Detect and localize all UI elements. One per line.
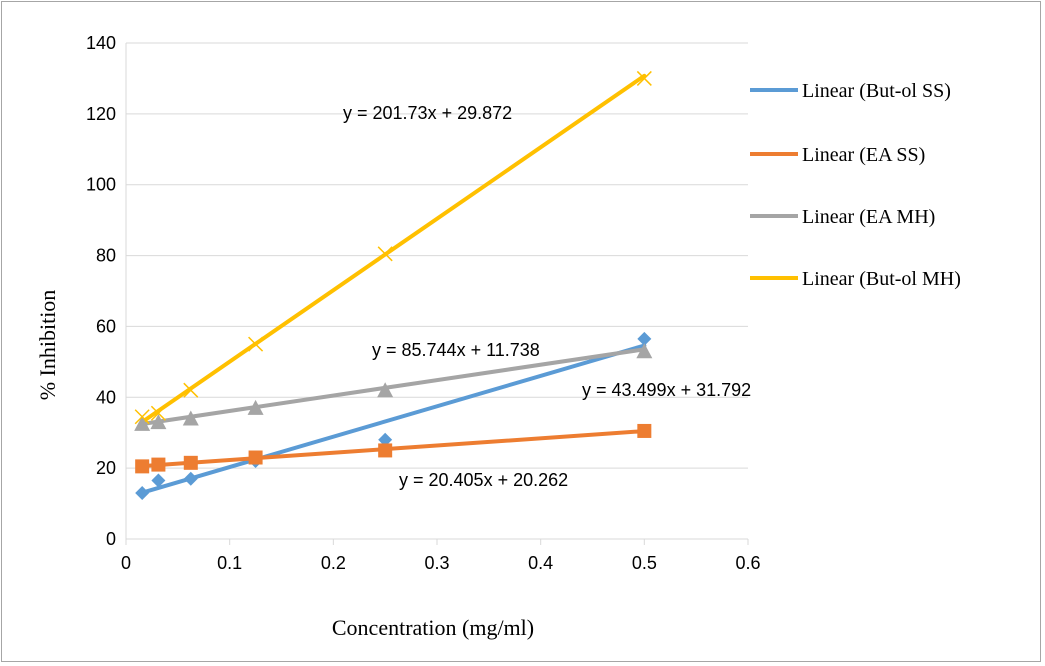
data-point-series-3 bbox=[248, 336, 264, 352]
legend-entry-2: Linear (EA MH) bbox=[750, 206, 935, 228]
trendline-equation-1: y = 20.405x + 20.262 bbox=[399, 470, 568, 490]
trendline-equation-2: y = 43.499x + 31.792 bbox=[582, 380, 751, 400]
legend-entry-3: Linear (But-ol MH) bbox=[750, 268, 961, 290]
y-axis-title: % Inhibition bbox=[35, 290, 60, 401]
y-tick-label: 20 bbox=[96, 458, 116, 478]
data-point-series-2 bbox=[150, 414, 167, 430]
data-point-series-2 bbox=[636, 343, 653, 359]
y-tick-label: 120 bbox=[86, 104, 116, 124]
data-point-series-1 bbox=[378, 443, 393, 458]
x-tick-label: 0.3 bbox=[424, 553, 449, 573]
data-point-series-1 bbox=[637, 423, 652, 438]
legend-label: Linear (EA MH) bbox=[802, 206, 935, 228]
x-marker-stroke bbox=[134, 409, 150, 425]
trendline-1 bbox=[140, 429, 647, 469]
trendlines bbox=[140, 73, 647, 495]
data-point-series-2 bbox=[134, 415, 151, 431]
data-point-series-1 bbox=[135, 459, 150, 474]
y-tick-label: 0 bbox=[106, 529, 116, 549]
data-point-series-3 bbox=[377, 246, 393, 262]
data-point-series-2 bbox=[377, 382, 394, 398]
x-tick-label: 0.5 bbox=[632, 553, 657, 573]
trendline-3 bbox=[140, 73, 647, 425]
y-tick-label: 60 bbox=[96, 316, 116, 336]
data-point-series-3 bbox=[134, 409, 150, 425]
data-point-series-0 bbox=[183, 471, 198, 486]
trendline-0 bbox=[140, 343, 647, 495]
x-tick-label: 0.2 bbox=[321, 553, 346, 573]
legend-entry-0: Linear (But-ol SS) bbox=[750, 80, 951, 102]
data-point-series-0 bbox=[637, 331, 652, 346]
y-tick-label: 40 bbox=[96, 387, 116, 407]
x-tick-label: 0.6 bbox=[735, 553, 760, 573]
legend-entry-1: Linear (EA SS) bbox=[750, 144, 925, 166]
legend: Linear (But-ol SS) Linear (EA SS) Linear (… bbox=[750, 80, 961, 290]
x-marker-stroke bbox=[248, 336, 264, 352]
data-point-series-2 bbox=[247, 399, 264, 415]
x-marker-stroke bbox=[150, 405, 166, 421]
gridlines bbox=[126, 42, 748, 469]
legend-label: Linear (But-ol MH) bbox=[802, 268, 961, 290]
trendline-equation-3: y = 201.73x + 29.872 bbox=[343, 103, 512, 123]
data-point-series-0 bbox=[151, 473, 166, 488]
y-tick-label: 140 bbox=[86, 33, 116, 53]
data-point-series-3 bbox=[636, 70, 652, 86]
x-marker-stroke bbox=[183, 382, 199, 398]
legend-label: Linear (But-ol SS) bbox=[802, 80, 951, 102]
data-point-series-0 bbox=[135, 485, 150, 500]
data-point-series-1 bbox=[151, 457, 166, 472]
trendline-equation-0: y = 85.744x + 11.738 bbox=[372, 340, 540, 360]
data-point-series-2 bbox=[182, 410, 199, 426]
y-tick-label: 80 bbox=[96, 246, 116, 266]
y-tick-label: 100 bbox=[86, 175, 116, 195]
trendline-2 bbox=[140, 347, 647, 426]
data-point-series-3 bbox=[183, 382, 199, 398]
data-point-series-1 bbox=[248, 450, 263, 465]
data-points bbox=[134, 70, 653, 500]
data-point-series-3 bbox=[150, 405, 166, 421]
x-axis-title: Concentration (mg/ml) bbox=[332, 615, 534, 640]
x-tick-label: 0.1 bbox=[217, 553, 242, 573]
x-tick-label: 0 bbox=[121, 553, 131, 573]
equation-labels: y = 85.744x + 11.738 y = 20.405x + 20.262… bbox=[343, 103, 751, 490]
x-tick-label: 0.4 bbox=[528, 553, 553, 573]
data-point-series-1 bbox=[183, 455, 198, 470]
legend-label: Linear (EA SS) bbox=[802, 144, 925, 166]
axes: 0 20 40 60 80 100 120 140 0 0.1 0.2 0.3 0.4 0.5 0.6 bbox=[86, 33, 761, 573]
data-point-series-0 bbox=[378, 432, 393, 447]
x-marker-stroke bbox=[377, 246, 393, 262]
x-marker-stroke bbox=[636, 70, 652, 86]
